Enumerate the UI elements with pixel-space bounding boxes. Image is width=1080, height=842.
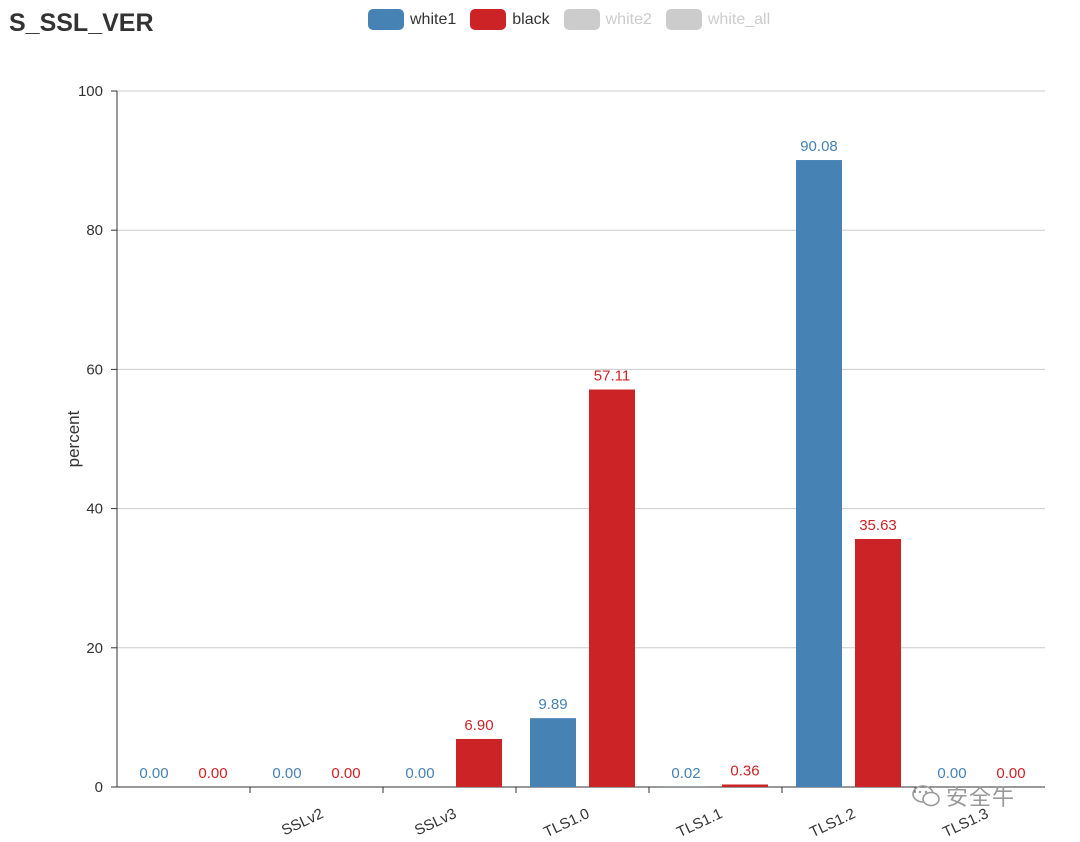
y-tick-label: 100 xyxy=(78,83,103,100)
bar-black xyxy=(456,738,502,787)
data-label: 0.00 xyxy=(139,765,168,782)
legend-item-black[interactable]: black xyxy=(470,9,550,30)
x-tick-label: SSLv2 xyxy=(279,805,326,839)
y-tick-label: 40 xyxy=(86,501,103,518)
legend-swatch xyxy=(368,9,404,30)
watermark: 安全牛 xyxy=(912,780,1015,812)
legend-label: white1 xyxy=(410,10,457,28)
legend-item-white_all[interactable]: white_all xyxy=(665,9,771,30)
legend-swatch xyxy=(470,9,507,30)
bar-white1 xyxy=(796,160,842,787)
bar-black xyxy=(589,389,635,787)
data-label: 57.11 xyxy=(594,368,630,385)
legend-item-white2[interactable]: white2 xyxy=(563,9,652,30)
x-tick-label: TLS1.1 xyxy=(674,805,725,841)
wechat-icon xyxy=(912,785,940,807)
x-tick-label: TLS1.0 xyxy=(541,805,592,841)
data-label: 0.00 xyxy=(331,765,360,782)
data-label: 0.00 xyxy=(937,765,966,782)
data-label: 90.08 xyxy=(800,138,838,155)
bar-black xyxy=(855,539,901,787)
legend-label: white2 xyxy=(605,10,652,28)
y-axis-label: percent xyxy=(64,410,83,467)
data-label: 0.00 xyxy=(198,765,227,782)
legend: white1 black white2 white_all xyxy=(368,9,784,30)
data-label: 0.36 xyxy=(730,762,759,779)
legend-swatch xyxy=(563,9,600,30)
data-label: 6.90 xyxy=(464,717,493,734)
bar-black xyxy=(722,784,768,787)
legend-label: black xyxy=(512,10,550,28)
legend-item-white1[interactable]: white1 xyxy=(368,9,456,30)
data-label: 0.00 xyxy=(996,765,1025,782)
data-label: 0.00 xyxy=(405,765,434,782)
data-label: 35.63 xyxy=(859,517,897,534)
bar-white1 xyxy=(530,718,576,787)
y-tick-label: 80 xyxy=(86,222,103,239)
data-label: 0.02 xyxy=(671,765,700,782)
legend-label: white_all xyxy=(707,10,771,28)
y-tick-label: 20 xyxy=(86,640,103,657)
x-tick-label: SSLv3 xyxy=(412,805,459,839)
chart-title: S_SSL_VER xyxy=(9,9,154,37)
legend-swatch xyxy=(665,9,702,30)
data-label: 0.00 xyxy=(272,765,301,782)
y-tick-label: 60 xyxy=(86,361,103,378)
x-tick-label: TLS1.2 xyxy=(807,805,858,841)
y-tick-label: 0 xyxy=(95,779,103,796)
data-label: 9.89 xyxy=(538,696,567,713)
watermark-text: 安全牛 xyxy=(946,785,1016,810)
